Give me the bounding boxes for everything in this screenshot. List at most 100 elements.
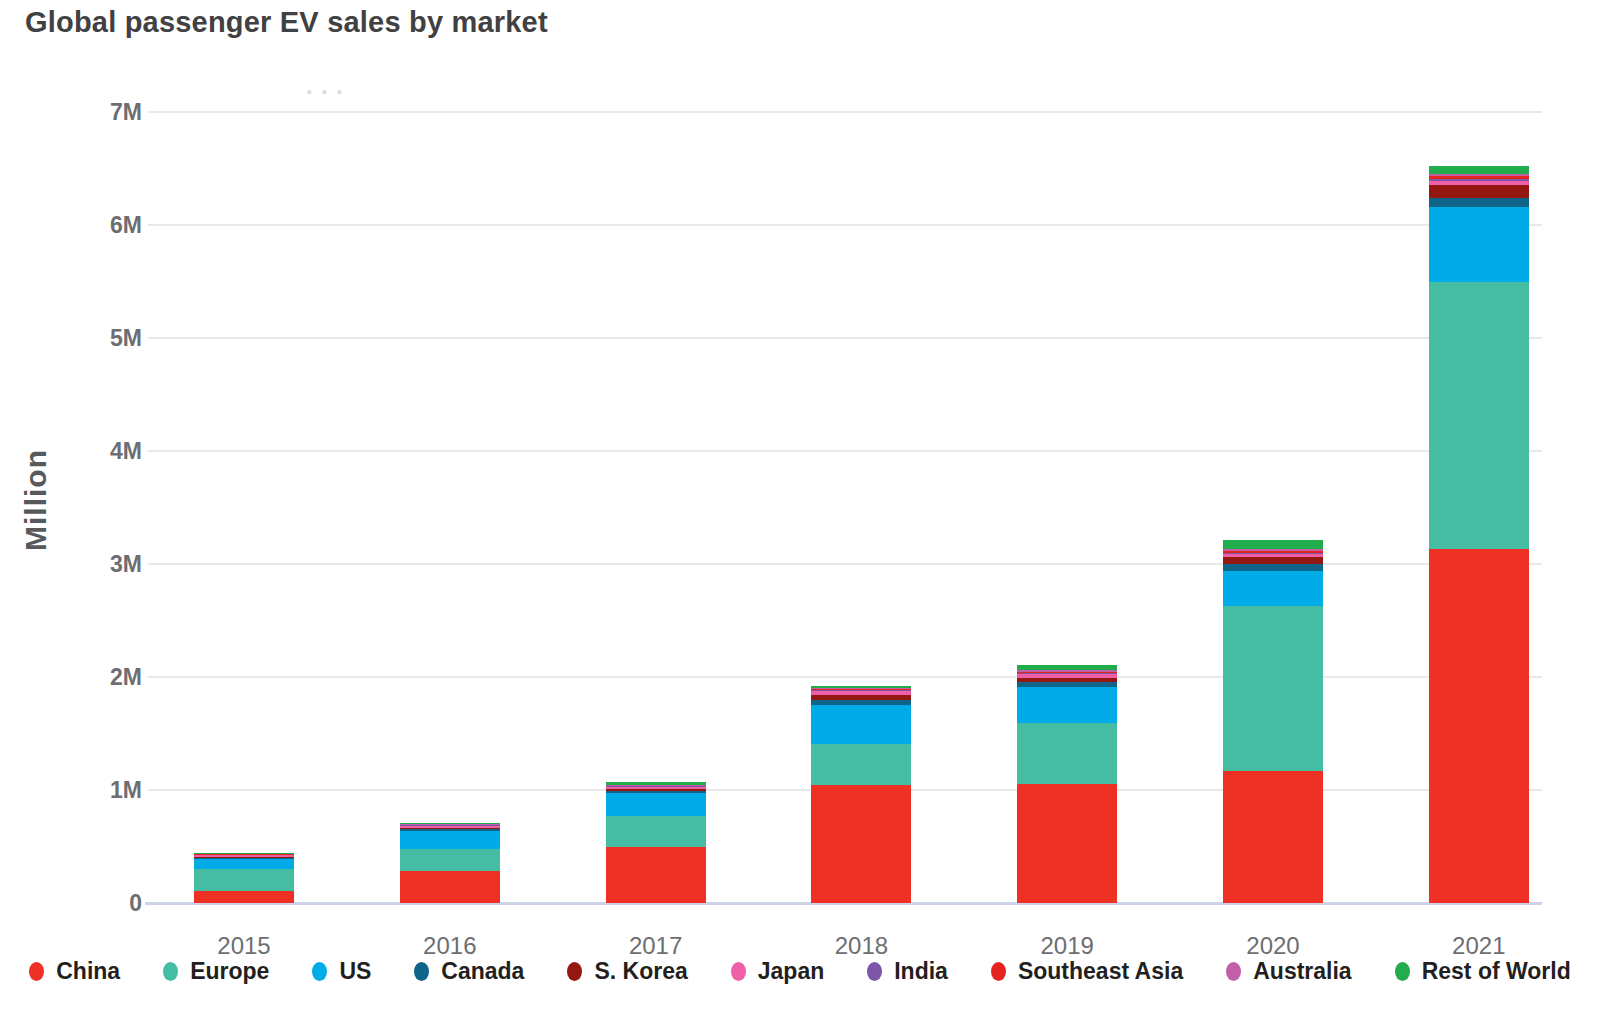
bar-2016-segment-europe[interactable]	[400, 849, 500, 872]
legend-item-rest-of-world[interactable]: Rest of World	[1395, 958, 1571, 985]
legend-item-japan[interactable]: Japan	[731, 958, 824, 985]
bar-2020-segment-s-korea[interactable]	[1223, 557, 1323, 564]
bar-2021-segment-australia[interactable]	[1429, 174, 1529, 177]
bar-2015-segment-canada[interactable]	[194, 858, 294, 859]
bar-2019-segment-southeast-asia[interactable]	[1017, 672, 1117, 673]
bar-2017[interactable]	[606, 782, 706, 903]
bar-2018-segment-rest-of-world[interactable]	[811, 686, 911, 688]
bar-2021-segment-japan[interactable]	[1429, 181, 1529, 186]
bar-2021-segment-us[interactable]	[1429, 207, 1529, 282]
bar-2018-segment-us[interactable]	[811, 705, 911, 744]
bar-2017-segment-s-korea[interactable]	[606, 789, 706, 790]
bar-2020-segment-japan[interactable]	[1223, 554, 1323, 557]
chart-title: Global passenger EV sales by market	[25, 6, 548, 39]
bar-2021-segment-canada[interactable]	[1429, 198, 1529, 207]
bar-2020-segment-australia[interactable]	[1223, 549, 1323, 551]
bar-2019-segment-japan[interactable]	[1017, 674, 1117, 678]
gridline-5M	[148, 337, 1542, 339]
legend-dot-china	[29, 962, 44, 981]
bar-2021-segment-china[interactable]	[1429, 549, 1529, 903]
legend-dot-rest-of-world	[1395, 962, 1410, 981]
y-tick-label-0: 0	[82, 890, 142, 917]
gridline-3M	[148, 563, 1542, 565]
gridline-7M	[148, 111, 1542, 113]
bar-2021-segment-india[interactable]	[1429, 179, 1529, 181]
x-tick-label-2021: 2021	[1399, 932, 1559, 960]
bar-2021-segment-rest-of-world[interactable]	[1429, 166, 1529, 174]
bar-2021-segment-s-korea[interactable]	[1429, 185, 1529, 197]
bar-2019[interactable]	[1017, 665, 1117, 903]
bar-2017-segment-us[interactable]	[606, 793, 706, 816]
legend-label-rest-of-world: Rest of World	[1422, 958, 1571, 985]
legend-item-china[interactable]: China	[29, 958, 120, 985]
bar-2019-segment-s-korea[interactable]	[1017, 678, 1117, 682]
bar-2017-segment-australia[interactable]	[606, 785, 706, 786]
bar-2021-segment-southeast-asia[interactable]	[1429, 176, 1529, 179]
bar-2016-segment-canada[interactable]	[400, 829, 500, 831]
bar-2016-segment-china[interactable]	[400, 871, 500, 903]
bar-2020[interactable]	[1223, 540, 1323, 903]
bar-2015-segment-rest-of-world[interactable]	[194, 853, 294, 854]
bar-2016[interactable]	[400, 823, 500, 903]
bar-2015[interactable]	[194, 853, 294, 903]
bar-2020-segment-southeast-asia[interactable]	[1223, 551, 1323, 553]
bar-2020-segment-us[interactable]	[1223, 571, 1323, 606]
legend-item-southeast-asia[interactable]: Southeast Asia	[991, 958, 1183, 985]
bar-2018-segment-southeast-asia[interactable]	[811, 689, 911, 690]
bar-2020-segment-europe[interactable]	[1223, 606, 1323, 771]
legend-item-europe[interactable]: Europe	[163, 958, 269, 985]
y-tick-label-6M: 6M	[82, 212, 142, 239]
bar-2015-segment-us[interactable]	[194, 859, 294, 869]
bar-2019-segment-europe[interactable]	[1017, 723, 1117, 784]
legend-item-canada[interactable]: Canada	[414, 958, 524, 985]
bar-2020-segment-rest-of-world[interactable]	[1223, 540, 1323, 549]
bar-2018-segment-japan[interactable]	[811, 690, 911, 695]
bar-2016-segment-rest-of-world[interactable]	[400, 823, 500, 824]
x-tick-label-2017: 2017	[576, 932, 736, 960]
y-tick-label-2M: 2M	[82, 664, 142, 691]
legend-label-india: India	[894, 958, 948, 985]
bar-2020-segment-china[interactable]	[1223, 771, 1323, 903]
bar-2015-segment-japan[interactable]	[194, 854, 294, 857]
bar-2018-segment-s-korea[interactable]	[811, 695, 911, 700]
x-tick-label-2018: 2018	[781, 932, 941, 960]
bar-2019-segment-china[interactable]	[1017, 784, 1117, 903]
legend-label-canada: Canada	[441, 958, 524, 985]
legend-dot-s-korea	[567, 962, 582, 981]
bar-2018-segment-europe[interactable]	[811, 744, 911, 786]
bar-2018-segment-china[interactable]	[811, 785, 911, 903]
bar-2021[interactable]	[1429, 166, 1529, 903]
bar-2015-segment-china[interactable]	[194, 891, 294, 903]
legend-item-australia[interactable]: Australia	[1226, 958, 1351, 985]
bar-2017-segment-europe[interactable]	[606, 816, 706, 847]
bar-2016-segment-us[interactable]	[400, 831, 500, 849]
bar-2016-segment-australia[interactable]	[400, 824, 500, 825]
bar-2021-segment-europe[interactable]	[1429, 282, 1529, 550]
bar-2018[interactable]	[811, 686, 911, 903]
bar-2016-segment-japan[interactable]	[400, 825, 500, 828]
bar-2016-segment-s-korea[interactable]	[400, 828, 500, 829]
bar-2018-segment-australia[interactable]	[811, 688, 911, 689]
legend-dot-japan	[731, 962, 746, 981]
x-tick-label-2015: 2015	[164, 932, 324, 960]
chart-legend: China Europe US Canada S. Korea Japan India Sou…	[0, 958, 1600, 985]
legend-dot-canada	[414, 962, 429, 981]
bar-2019-segment-us[interactable]	[1017, 687, 1117, 723]
bar-2019-segment-canada[interactable]	[1017, 682, 1117, 688]
legend-label-australia: Australia	[1253, 958, 1351, 985]
bar-2020-segment-canada[interactable]	[1223, 564, 1323, 571]
bar-2015-segment-europe[interactable]	[194, 869, 294, 890]
bar-2018-segment-canada[interactable]	[811, 700, 911, 705]
legend-item-s-korea[interactable]: S. Korea	[567, 958, 687, 985]
bar-2019-segment-rest-of-world[interactable]	[1017, 665, 1117, 671]
bar-2017-segment-japan[interactable]	[606, 786, 706, 789]
bar-2017-segment-rest-of-world[interactable]	[606, 782, 706, 785]
bar-2019-segment-australia[interactable]	[1017, 670, 1117, 672]
legend-item-india[interactable]: India	[867, 958, 948, 985]
bar-2017-segment-canada[interactable]	[606, 791, 706, 794]
legend-dot-india	[867, 962, 882, 981]
bar-2017-segment-china[interactable]	[606, 847, 706, 904]
legend-dot-southeast-asia	[991, 962, 1006, 981]
legend-label-s-korea: S. Korea	[594, 958, 687, 985]
legend-item-us[interactable]: US	[312, 958, 371, 985]
